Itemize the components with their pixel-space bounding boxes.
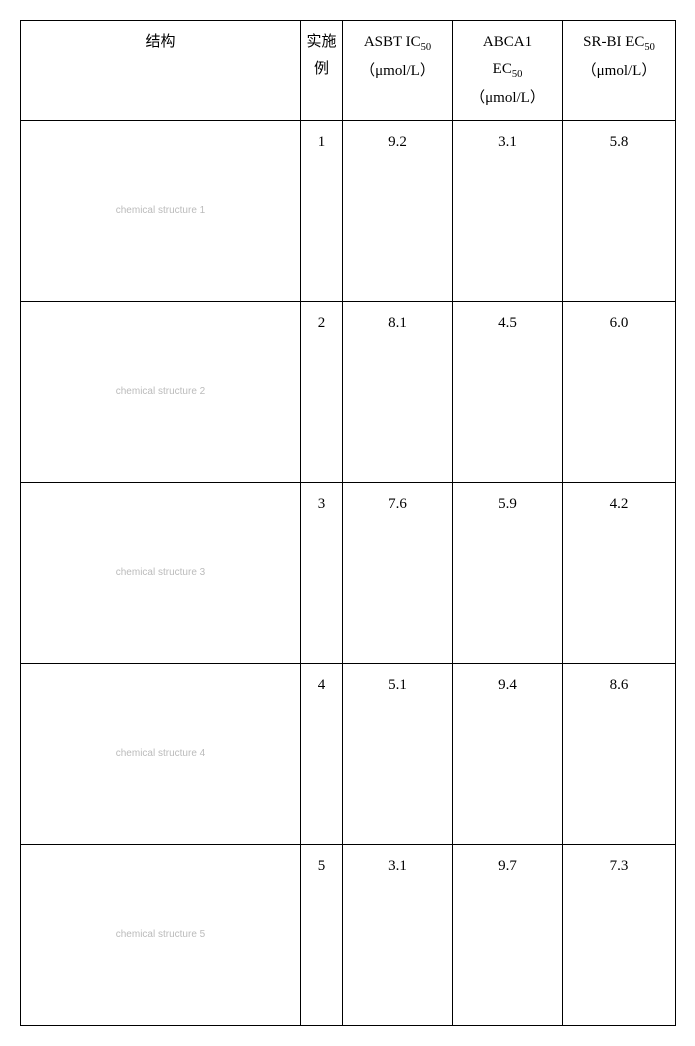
header-text: （μmol/L） [360, 63, 435, 79]
cell-srbi: 5.8 [563, 120, 676, 301]
header-text: 实施 [306, 34, 336, 50]
col-header-asbt: ASBT IC50 （μmol/L） [343, 21, 453, 121]
cell-abca1: 9.7 [453, 844, 563, 1025]
cell-abca1: 3.1 [453, 120, 563, 301]
cell-srbi: 4.2 [563, 482, 676, 663]
table-row: chemical structure 1 1 9.2 3.1 5.8 [21, 120, 676, 301]
cell-asbt: 5.1 [343, 663, 453, 844]
data-table: 结构 实施 例 ASBT IC50 （μmol/L） ABCA1 EC50 （μ… [20, 20, 676, 1026]
cell-asbt: 7.6 [343, 482, 453, 663]
cell-example: 4 [301, 663, 343, 844]
header-text: ABCA1 [483, 34, 532, 50]
cell-asbt: 8.1 [343, 301, 453, 482]
structure-image-placeholder: chemical structure 1 [27, 127, 294, 295]
cell-example: 2 [301, 301, 343, 482]
col-header-abca1: ABCA1 EC50 （μmol/L） [453, 21, 563, 121]
cell-structure: chemical structure 2 [21, 301, 301, 482]
cell-srbi: 7.3 [563, 844, 676, 1025]
header-sub: 50 [421, 42, 432, 53]
cell-abca1: 5.9 [453, 482, 563, 663]
cell-abca1: 4.5 [453, 301, 563, 482]
cell-asbt: 3.1 [343, 844, 453, 1025]
header-text: 例 [314, 61, 329, 77]
header-sub: 50 [512, 69, 523, 80]
header-text: SR-BI EC [583, 34, 644, 50]
table-row: chemical structure 2 2 8.1 4.5 6.0 [21, 301, 676, 482]
col-header-structure: 结构 [21, 21, 301, 121]
cell-srbi: 8.6 [563, 663, 676, 844]
structure-image-placeholder: chemical structure 2 [27, 308, 294, 476]
cell-srbi: 6.0 [563, 301, 676, 482]
cell-structure: chemical structure 3 [21, 482, 301, 663]
col-header-srbi: SR-BI EC50 （μmol/L） [563, 21, 676, 121]
header-text: EC [493, 61, 512, 77]
cell-structure: chemical structure 4 [21, 663, 301, 844]
cell-example: 1 [301, 120, 343, 301]
cell-structure: chemical structure 5 [21, 844, 301, 1025]
cell-example: 5 [301, 844, 343, 1025]
cell-asbt: 9.2 [343, 120, 453, 301]
table-header-row: 结构 实施 例 ASBT IC50 （μmol/L） ABCA1 EC50 （μ… [21, 21, 676, 121]
cell-example: 3 [301, 482, 343, 663]
structure-image-placeholder: chemical structure 5 [27, 851, 294, 1019]
header-text: 结构 [145, 34, 175, 50]
header-text: ASBT IC [364, 34, 421, 50]
table-row: chemical structure 4 4 5.1 9.4 8.6 [21, 663, 676, 844]
structure-image-placeholder: chemical structure 3 [27, 489, 294, 657]
cell-structure: chemical structure 1 [21, 120, 301, 301]
cell-abca1: 9.4 [453, 663, 563, 844]
table-row: chemical structure 3 3 7.6 5.9 4.2 [21, 482, 676, 663]
header-text: （μmol/L） [582, 63, 657, 79]
table-body: chemical structure 1 1 9.2 3.1 5.8 chemi… [21, 120, 676, 1025]
structure-image-placeholder: chemical structure 4 [27, 670, 294, 838]
table-row: chemical structure 5 5 3.1 9.7 7.3 [21, 844, 676, 1025]
col-header-example: 实施 例 [301, 21, 343, 121]
header-text: （μmol/L） [470, 90, 545, 106]
header-sub: 50 [644, 42, 655, 53]
